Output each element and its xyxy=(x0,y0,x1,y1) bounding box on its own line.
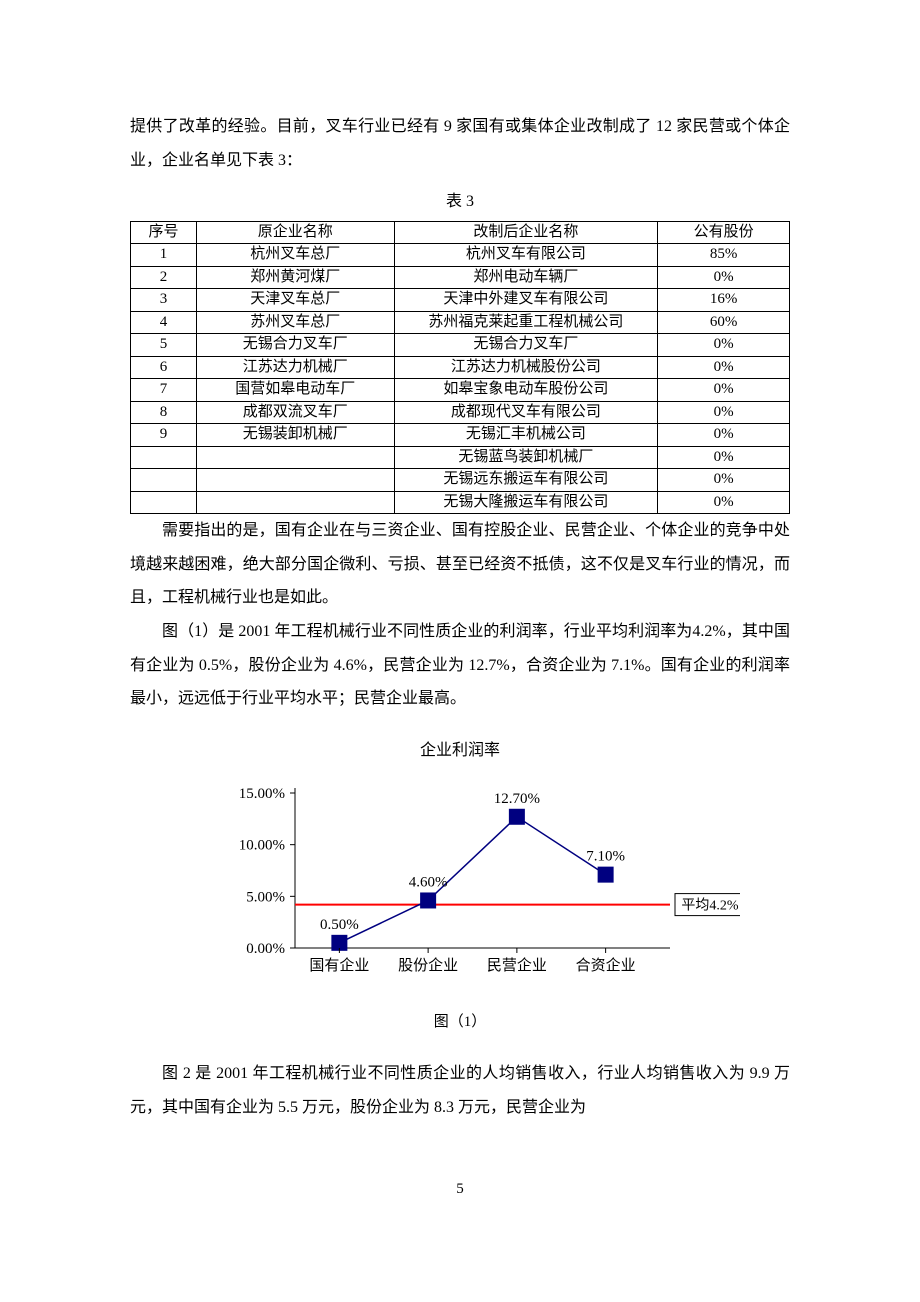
table-cell: 郑州黄河煤厂 xyxy=(196,266,394,289)
svg-text:12.70%: 12.70% xyxy=(494,791,540,807)
table3-header: 序号 xyxy=(131,221,197,244)
table-cell: 如皋宝象电动车股份公司 xyxy=(394,379,658,402)
table-cell: 杭州叉车有限公司 xyxy=(394,244,658,267)
table-cell: 7 xyxy=(131,379,197,402)
table-cell: 江苏达力机械股份公司 xyxy=(394,356,658,379)
table-row: 7国营如皋电动车厂如皋宝象电动车股份公司0% xyxy=(131,379,790,402)
page: 提供了改革的经验。目前，叉车行业已经有 9 家国有或集体企业改制成了 12 家民… xyxy=(0,0,920,1266)
table-cell: 9 xyxy=(131,424,197,447)
table-cell: 江苏达力机械厂 xyxy=(196,356,394,379)
table-row: 无锡远东搬运车有限公司0% xyxy=(131,469,790,492)
table-row: 3天津叉车总厂天津中外建叉车有限公司16% xyxy=(131,289,790,312)
table-row: 8成都双流叉车厂成都现代叉车有限公司0% xyxy=(131,401,790,424)
table-cell: 0% xyxy=(658,266,790,289)
chart1-svg: 0.00% 5.00% 10.00% 15.00% 平均4.2% 0.50% 国有企业 4.6… xyxy=(180,773,740,1003)
table-cell: 85% xyxy=(658,244,790,267)
table-cell: 0% xyxy=(658,356,790,379)
table-cell: 0% xyxy=(658,379,790,402)
table-cell: 0% xyxy=(658,446,790,469)
table3-header: 公有股份 xyxy=(658,221,790,244)
svg-text:4.60%: 4.60% xyxy=(409,875,448,891)
table-row: 无锡大隆搬运车有限公司0% xyxy=(131,491,790,514)
table-cell xyxy=(196,446,394,469)
table-cell: 成都现代叉车有限公司 xyxy=(394,401,658,424)
table-cell xyxy=(131,446,197,469)
table-cell: 0% xyxy=(658,401,790,424)
table-cell: 杭州叉车总厂 xyxy=(196,244,394,267)
chart1-caption: 图（1） xyxy=(130,1007,790,1039)
table-row: 5无锡合力叉车厂无锡合力叉车厂0% xyxy=(131,334,790,357)
table-cell xyxy=(196,491,394,514)
table-cell: 0% xyxy=(658,469,790,492)
table3-caption: 表 3 xyxy=(130,185,790,219)
para-chart-intro: 图（1）是 2001 年工程机械行业不同性质企业的利润率，行业平均利润率为4.2… xyxy=(130,615,790,716)
table-cell: 8 xyxy=(131,401,197,424)
svg-text:平均4.2%: 平均4.2% xyxy=(681,898,738,914)
table-cell: 苏州叉车总厂 xyxy=(196,311,394,334)
table-cell: 16% xyxy=(658,289,790,312)
svg-text:5.00%: 5.00% xyxy=(246,890,285,906)
table-cell: 0% xyxy=(658,334,790,357)
table-cell: 无锡远东搬运车有限公司 xyxy=(394,469,658,492)
para-after-chart: 图 2 是 2001 年工程机械行业不同性质企业的人均销售收入，行业人均销售收入… xyxy=(130,1057,790,1124)
svg-text:0.50%: 0.50% xyxy=(320,917,359,933)
table-cell: 无锡大隆搬运车有限公司 xyxy=(394,491,658,514)
table-cell: 1 xyxy=(131,244,197,267)
svg-text:民营企业: 民营企业 xyxy=(487,956,547,974)
table-cell: 0% xyxy=(658,491,790,514)
table3: 序号原企业名称改制后企业名称公有股份1杭州叉车总厂杭州叉车有限公司85%2郑州黄… xyxy=(130,221,790,515)
table3-header: 原企业名称 xyxy=(196,221,394,244)
table-cell: 无锡装卸机械厂 xyxy=(196,424,394,447)
table-row: 4苏州叉车总厂苏州福克莱起重工程机械公司60% xyxy=(131,311,790,334)
table-cell: 3 xyxy=(131,289,197,312)
svg-text:合资企业: 合资企业 xyxy=(576,956,636,974)
table-cell: 国营如皋电动车厂 xyxy=(196,379,394,402)
table-cell: 天津中外建叉车有限公司 xyxy=(394,289,658,312)
table-cell: 6 xyxy=(131,356,197,379)
table-cell xyxy=(196,469,394,492)
table-cell: 无锡合力叉车厂 xyxy=(196,334,394,357)
table-cell: 2 xyxy=(131,266,197,289)
table-row: 无锡蓝鸟装卸机械厂0% xyxy=(131,446,790,469)
svg-text:国有企业: 国有企业 xyxy=(309,956,369,974)
svg-text:7.10%: 7.10% xyxy=(586,849,625,865)
page-number: 5 xyxy=(130,1174,790,1206)
chart1-title: 企业利润率 xyxy=(130,734,790,768)
table-cell: 无锡合力叉车厂 xyxy=(394,334,658,357)
intro-paragraph: 提供了改革的经验。目前，叉车行业已经有 9 家国有或集体企业改制成了 12 家民… xyxy=(130,110,790,177)
table-cell: 苏州福克莱起重工程机械公司 xyxy=(394,311,658,334)
table-row: 6江苏达力机械厂江苏达力机械股份公司0% xyxy=(131,356,790,379)
table-cell: 无锡汇丰机械公司 xyxy=(394,424,658,447)
table3-header: 改制后企业名称 xyxy=(394,221,658,244)
svg-text:股份企业: 股份企业 xyxy=(398,956,458,974)
svg-text:10.00%: 10.00% xyxy=(239,838,285,854)
table-cell: 无锡蓝鸟装卸机械厂 xyxy=(394,446,658,469)
table-row: 2郑州黄河煤厂郑州电动车辆厂0% xyxy=(131,266,790,289)
table-cell: 天津叉车总厂 xyxy=(196,289,394,312)
para-after-table: 需要指出的是，国有企业在与三资企业、国有控股企业、民营企业、个体企业的竞争中处境… xyxy=(130,514,790,615)
table-cell: 0% xyxy=(658,424,790,447)
table-cell: 郑州电动车辆厂 xyxy=(394,266,658,289)
svg-text:15.00%: 15.00% xyxy=(239,786,285,802)
table-row: 9无锡装卸机械厂无锡汇丰机械公司0% xyxy=(131,424,790,447)
table-cell: 5 xyxy=(131,334,197,357)
table-cell: 4 xyxy=(131,311,197,334)
table-cell: 60% xyxy=(658,311,790,334)
chart1-block: 企业利润率 0.00% 5.00% 10.00% 15.00% 平均4.2% 0.50% 国… xyxy=(130,734,790,1039)
table-cell xyxy=(131,491,197,514)
svg-text:0.00%: 0.00% xyxy=(246,941,285,957)
table-row: 1杭州叉车总厂杭州叉车有限公司85% xyxy=(131,244,790,267)
table-cell: 成都双流叉车厂 xyxy=(196,401,394,424)
table-cell xyxy=(131,469,197,492)
